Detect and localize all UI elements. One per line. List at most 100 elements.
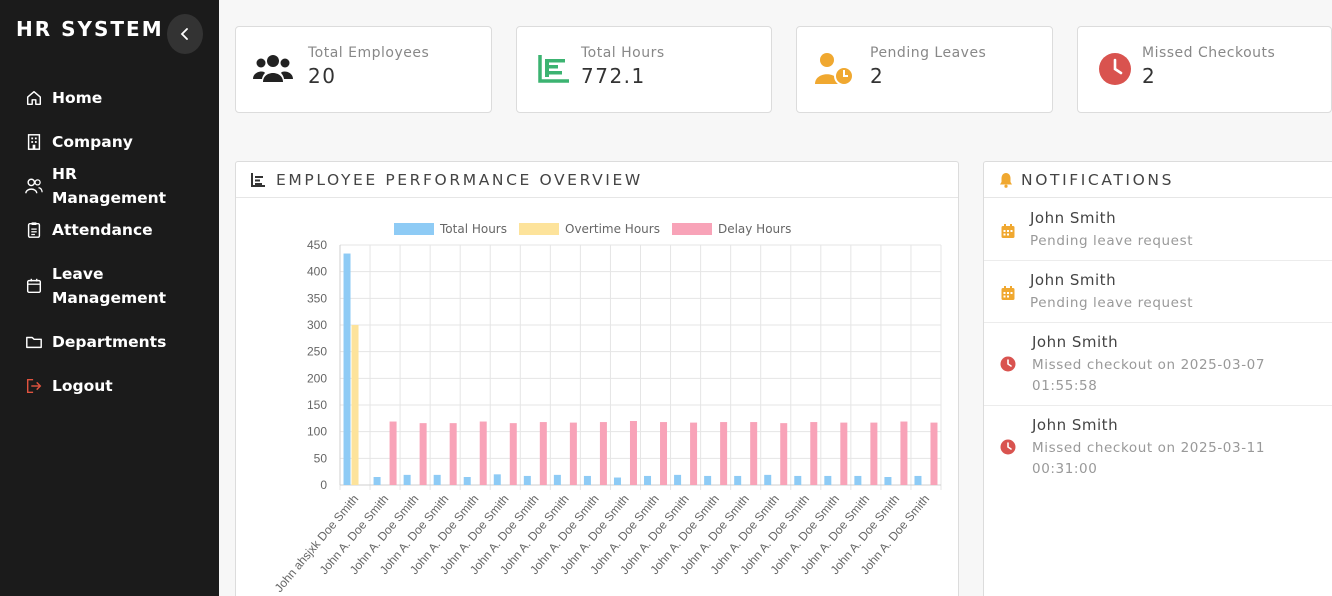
stat-value: 772.1 xyxy=(581,64,646,88)
legend-item[interactable]: Overtime Hours xyxy=(519,222,660,236)
notifications-panel: NOTIFICATIONS John Smith Pending leave r… xyxy=(983,161,1332,596)
sidebar-item-label: Company xyxy=(52,133,133,151)
bar-delay-hours xyxy=(780,423,788,485)
legend-label: Overtime Hours xyxy=(565,222,660,236)
calendar-icon xyxy=(24,276,44,296)
bar-delay-hours xyxy=(629,421,637,485)
home-icon xyxy=(24,88,44,108)
sidebar-item-label: Home xyxy=(52,89,103,107)
bar-total-hours xyxy=(644,475,652,485)
bar-total-hours xyxy=(704,475,712,485)
sidebar: HR SYSTEM Home Company HR Management xyxy=(0,0,219,596)
notification-item[interactable]: John Smith Pending leave request xyxy=(984,199,1332,261)
legend-label: Delay Hours xyxy=(717,222,792,236)
sidebar-item-departments[interactable]: Departments xyxy=(0,320,219,364)
bar-delay-hours xyxy=(599,422,607,485)
bar-overtime-hours xyxy=(351,325,359,485)
y-tick-label: 0 xyxy=(320,478,327,492)
bar-total-hours xyxy=(343,253,351,485)
folder-icon xyxy=(24,332,44,352)
bar-delay-hours xyxy=(539,422,547,485)
stat-value: 20 xyxy=(308,64,337,88)
bar-delay-hours xyxy=(479,421,487,485)
sidebar-item-logout[interactable]: Logout xyxy=(0,364,219,408)
bar-total-hours xyxy=(433,474,441,485)
performance-panel-title: EMPLOYEE PERFORMANCE OVERVIEW xyxy=(276,170,643,189)
logout-icon xyxy=(24,376,44,396)
legend-item[interactable]: Total Hours xyxy=(394,222,507,236)
stat-card-total-employees: Total Employees 20 xyxy=(235,26,492,113)
notification-item[interactable]: John Smith Missed checkout on 2025-03-11… xyxy=(984,406,1332,489)
bar-delay-hours xyxy=(840,422,848,485)
sidebar-item-label: HR Management xyxy=(52,165,167,207)
bar-delay-hours xyxy=(569,422,577,485)
sidebar-item-label: Attendance xyxy=(52,221,153,239)
notification-message: Pending leave request xyxy=(1030,233,1194,249)
y-tick-label: 50 xyxy=(314,451,328,465)
bar-total-hours xyxy=(583,475,591,485)
chart-line-icon xyxy=(251,172,265,187)
bar-delay-hours xyxy=(419,423,427,485)
stat-card-pending-leaves: Pending Leaves 2 xyxy=(796,26,1053,113)
sidebar-item-label: Logout xyxy=(52,377,113,395)
user-clock-icon xyxy=(813,51,855,87)
bar-delay-hours xyxy=(449,423,457,485)
bar-delay-hours xyxy=(690,422,698,485)
calendar-icon xyxy=(1001,286,1015,300)
bar-total-hours xyxy=(373,477,381,485)
collapse-sidebar-button[interactable] xyxy=(167,14,203,54)
chevron-left-icon xyxy=(180,28,188,40)
legend-label: Total Hours xyxy=(440,222,507,236)
bar-total-hours xyxy=(854,475,862,485)
sidebar-item-attendance[interactable]: Attendance xyxy=(0,208,219,252)
users-icon xyxy=(24,176,44,196)
bar-total-hours xyxy=(463,477,471,485)
sidebar-item-leave-management[interactable]: Leave Management xyxy=(0,252,219,320)
notification-message: Missed checkout on 2025-03-11 xyxy=(1032,440,1266,456)
bar-total-hours xyxy=(403,474,411,485)
bar-total-hours xyxy=(884,477,892,485)
notification-item[interactable]: John Smith Pending leave request xyxy=(984,261,1332,323)
stat-value: 2 xyxy=(870,64,885,88)
users-icon xyxy=(252,51,294,87)
bar-delay-hours xyxy=(750,422,758,485)
bar-delay-hours xyxy=(720,422,728,485)
bar-delay-hours xyxy=(810,422,818,485)
y-tick-label: 450 xyxy=(307,238,327,252)
performance-panel-header: EMPLOYEE PERFORMANCE OVERVIEW xyxy=(236,162,958,198)
stat-card-missed-checkouts: Missed Checkouts 2 xyxy=(1077,26,1332,113)
bar-total-hours xyxy=(613,477,621,485)
bar-total-hours xyxy=(493,474,501,485)
sidebar-item-company[interactable]: Company xyxy=(0,120,219,164)
sidebar-item-home[interactable]: Home xyxy=(0,76,219,120)
bar-delay-hours xyxy=(389,421,397,485)
sidebar-item-hr-management[interactable]: HR Management xyxy=(0,164,219,208)
notification-message-time: 01:55:58 xyxy=(1032,378,1098,394)
y-tick-label: 150 xyxy=(307,398,327,412)
notification-message-time: 00:31:00 xyxy=(1032,461,1098,477)
clock-icon xyxy=(1000,356,1016,372)
notification-name: John Smith xyxy=(1030,209,1117,227)
notification-message: Missed checkout on 2025-03-07 xyxy=(1032,357,1266,373)
bar-delay-hours xyxy=(660,422,668,485)
chart-legend: Total Hours Overtime Hours Delay Hours xyxy=(394,222,803,236)
brand-title: HR SYSTEM xyxy=(16,17,164,41)
y-tick-label: 300 xyxy=(307,318,327,332)
stat-value: 2 xyxy=(1142,64,1157,88)
bar-total-hours xyxy=(914,475,922,485)
legend-swatch xyxy=(519,223,559,235)
notification-name: John Smith xyxy=(1032,333,1119,351)
building-icon xyxy=(24,132,44,152)
stat-label: Total Hours xyxy=(581,45,665,61)
legend-item[interactable]: Delay Hours xyxy=(671,222,792,236)
bar-total-hours xyxy=(824,475,832,485)
bar-delay-hours xyxy=(870,422,878,485)
y-tick-label: 100 xyxy=(307,425,327,439)
bar-total-hours xyxy=(553,474,561,485)
y-tick-label: 250 xyxy=(307,345,327,359)
clock-icon xyxy=(1094,51,1136,87)
notification-item[interactable]: John Smith Missed checkout on 2025-03-07… xyxy=(984,323,1332,406)
bar-chart-icon xyxy=(533,51,575,87)
sidebar-nav: Home Company HR Management Attendance Le… xyxy=(0,76,219,408)
